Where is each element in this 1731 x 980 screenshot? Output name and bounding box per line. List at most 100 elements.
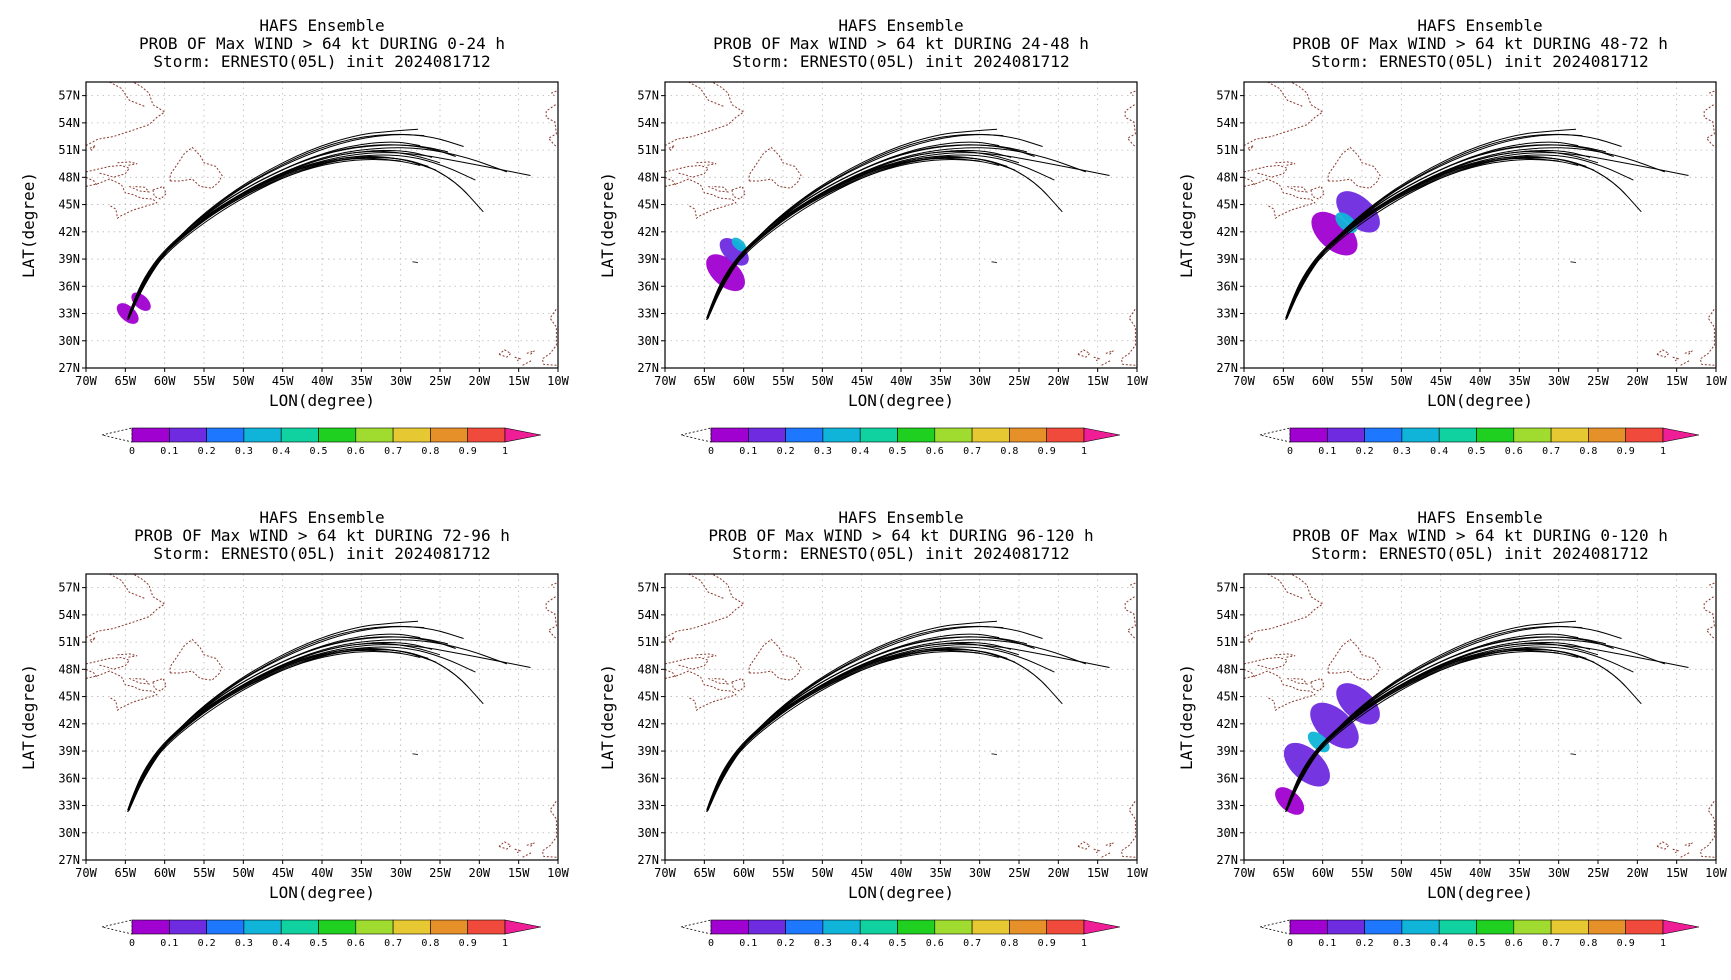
lat-tick-label: 42N bbox=[58, 225, 80, 239]
colorbar-label: 0.1 bbox=[1318, 446, 1336, 457]
lat-tick-label: 54N bbox=[58, 608, 80, 622]
colorbar-label: 1 bbox=[1660, 938, 1666, 949]
lat-tick-label: 30N bbox=[58, 826, 80, 840]
lon-tick-label: 45W bbox=[272, 866, 294, 880]
lon-tick-label: 15W bbox=[1666, 374, 1688, 388]
lat-tick-label: 39N bbox=[58, 252, 80, 266]
coastline bbox=[688, 82, 725, 107]
colorbar-label: 0.2 bbox=[198, 938, 216, 949]
coastline bbox=[665, 176, 678, 187]
coastline bbox=[665, 670, 737, 712]
colorbar-segment bbox=[710, 427, 749, 443]
lat-tick-label: 42N bbox=[1216, 225, 1238, 239]
lon-tick-label: 45W bbox=[272, 374, 294, 388]
coastline bbox=[1077, 349, 1091, 358]
lon-tick-label: 20W bbox=[1047, 866, 1069, 880]
lon-tick-label: 30W bbox=[969, 866, 991, 880]
lat-tick-label: 57N bbox=[1216, 581, 1238, 595]
colorbar-segment bbox=[392, 919, 431, 935]
lon-tick-label: 40W bbox=[311, 374, 333, 388]
ensemble-track bbox=[707, 157, 980, 320]
panel-title-ensemble: HAFS Ensemble bbox=[1417, 508, 1542, 527]
lon-tick-label: 60W bbox=[154, 374, 176, 388]
colorbar-segment bbox=[1046, 919, 1085, 935]
colorbar-segment bbox=[1327, 919, 1365, 935]
colorbar-segment bbox=[1364, 427, 1403, 443]
colorbar-label: 0.1 bbox=[1318, 938, 1336, 949]
lat-tick-label: 27N bbox=[58, 853, 80, 867]
coastline bbox=[169, 146, 223, 189]
coastline bbox=[665, 164, 710, 178]
lon-tick-label: 45W bbox=[851, 866, 873, 880]
coastline bbox=[665, 178, 737, 220]
lat-tick-label: 45N bbox=[58, 198, 80, 212]
lat-tick-label: 51N bbox=[1216, 635, 1238, 649]
colorbar-segment bbox=[971, 919, 1010, 935]
coastline bbox=[1703, 104, 1715, 147]
panel-title-period: PROB OF Max WIND > 64 kt DURING 96-120 h bbox=[708, 526, 1093, 545]
coastline bbox=[117, 653, 138, 658]
coastline bbox=[665, 656, 710, 670]
colorbar-label: 1 bbox=[1081, 938, 1087, 949]
lat-tick-label: 45N bbox=[1216, 198, 1238, 212]
panel-title-period: PROB OF Max WIND > 64 kt DURING 24-48 h bbox=[713, 34, 1089, 53]
lat-tick-label: 42N bbox=[1216, 717, 1238, 731]
lat-tick-label: 33N bbox=[1216, 799, 1238, 813]
colorbar-segment bbox=[1550, 427, 1589, 443]
lon-tick-label: 40W bbox=[1469, 374, 1491, 388]
colorbar-segment bbox=[897, 427, 936, 443]
coastline bbox=[696, 161, 717, 166]
colorbar-label: 1 bbox=[502, 938, 508, 949]
colorbar-label: 0.5 bbox=[888, 938, 906, 949]
lon-tick-label: 35W bbox=[350, 866, 372, 880]
panel-title-storm: Storm: ERNESTO(05L) init 2024081712 bbox=[153, 544, 490, 563]
coastline bbox=[86, 178, 158, 220]
colorbar-segment bbox=[859, 427, 898, 443]
panel-title-ensemble: HAFS Ensemble bbox=[838, 16, 963, 35]
colorbar-label: 0.1 bbox=[160, 446, 178, 457]
colorbar-label: 0.6 bbox=[1505, 446, 1523, 457]
coastline bbox=[668, 637, 675, 643]
lat-tick-label: 27N bbox=[637, 361, 659, 375]
colorbar-segment bbox=[747, 427, 786, 443]
colorbar-segment bbox=[1438, 919, 1477, 935]
coastline bbox=[129, 185, 151, 193]
lon-tick-label: 40W bbox=[311, 866, 333, 880]
lon-tick-label: 55W bbox=[772, 866, 794, 880]
colorbar-label: 0.8 bbox=[1000, 446, 1018, 457]
lon-tick-label: 65W bbox=[693, 374, 715, 388]
colorbar-segment bbox=[1009, 919, 1048, 935]
colorbar-segment bbox=[430, 919, 468, 935]
coastline bbox=[86, 82, 166, 147]
lon-tick-label: 70W bbox=[1233, 866, 1255, 880]
coastline bbox=[1684, 842, 1693, 847]
panel-title-storm: Storm: ERNESTO(05L) init 2024081712 bbox=[153, 52, 490, 71]
colorbar-segment bbox=[785, 919, 824, 935]
colorbar-label: 0.6 bbox=[926, 446, 944, 457]
lat-tick-label: 54N bbox=[58, 116, 80, 130]
lat-tick-label: 33N bbox=[58, 307, 80, 321]
x-axis-label: LON(degree) bbox=[848, 883, 954, 902]
ensemble-track bbox=[706, 651, 1000, 813]
panel-title-period: PROB OF Max WIND > 64 kt DURING 0-24 h bbox=[139, 34, 505, 53]
lon-tick-label: 70W bbox=[75, 374, 97, 388]
lon-tick-label: 25W bbox=[1008, 866, 1030, 880]
colorbar-segment bbox=[1327, 427, 1365, 443]
y-axis-label: LAT(degree) bbox=[1177, 172, 1196, 278]
colorbar-label: 0.7 bbox=[963, 446, 981, 457]
colorbar-under-triangle bbox=[680, 427, 712, 443]
coastline bbox=[665, 82, 745, 147]
coastline bbox=[748, 638, 802, 681]
probability-shade bbox=[1336, 191, 1380, 233]
colorbar-segment bbox=[822, 427, 861, 443]
coastline bbox=[1244, 178, 1316, 220]
lon-tick-label: 10W bbox=[1126, 374, 1148, 388]
colorbar: 0 0.1 0.2 0.3 0.4 0.5 0.6 0.7 0.8 0.9 1 bbox=[101, 427, 542, 457]
lat-tick-label: 48N bbox=[1216, 662, 1238, 676]
colorbar-label: 0 bbox=[129, 938, 135, 949]
coastline bbox=[89, 637, 96, 643]
colorbar-label: 0.2 bbox=[198, 446, 216, 457]
